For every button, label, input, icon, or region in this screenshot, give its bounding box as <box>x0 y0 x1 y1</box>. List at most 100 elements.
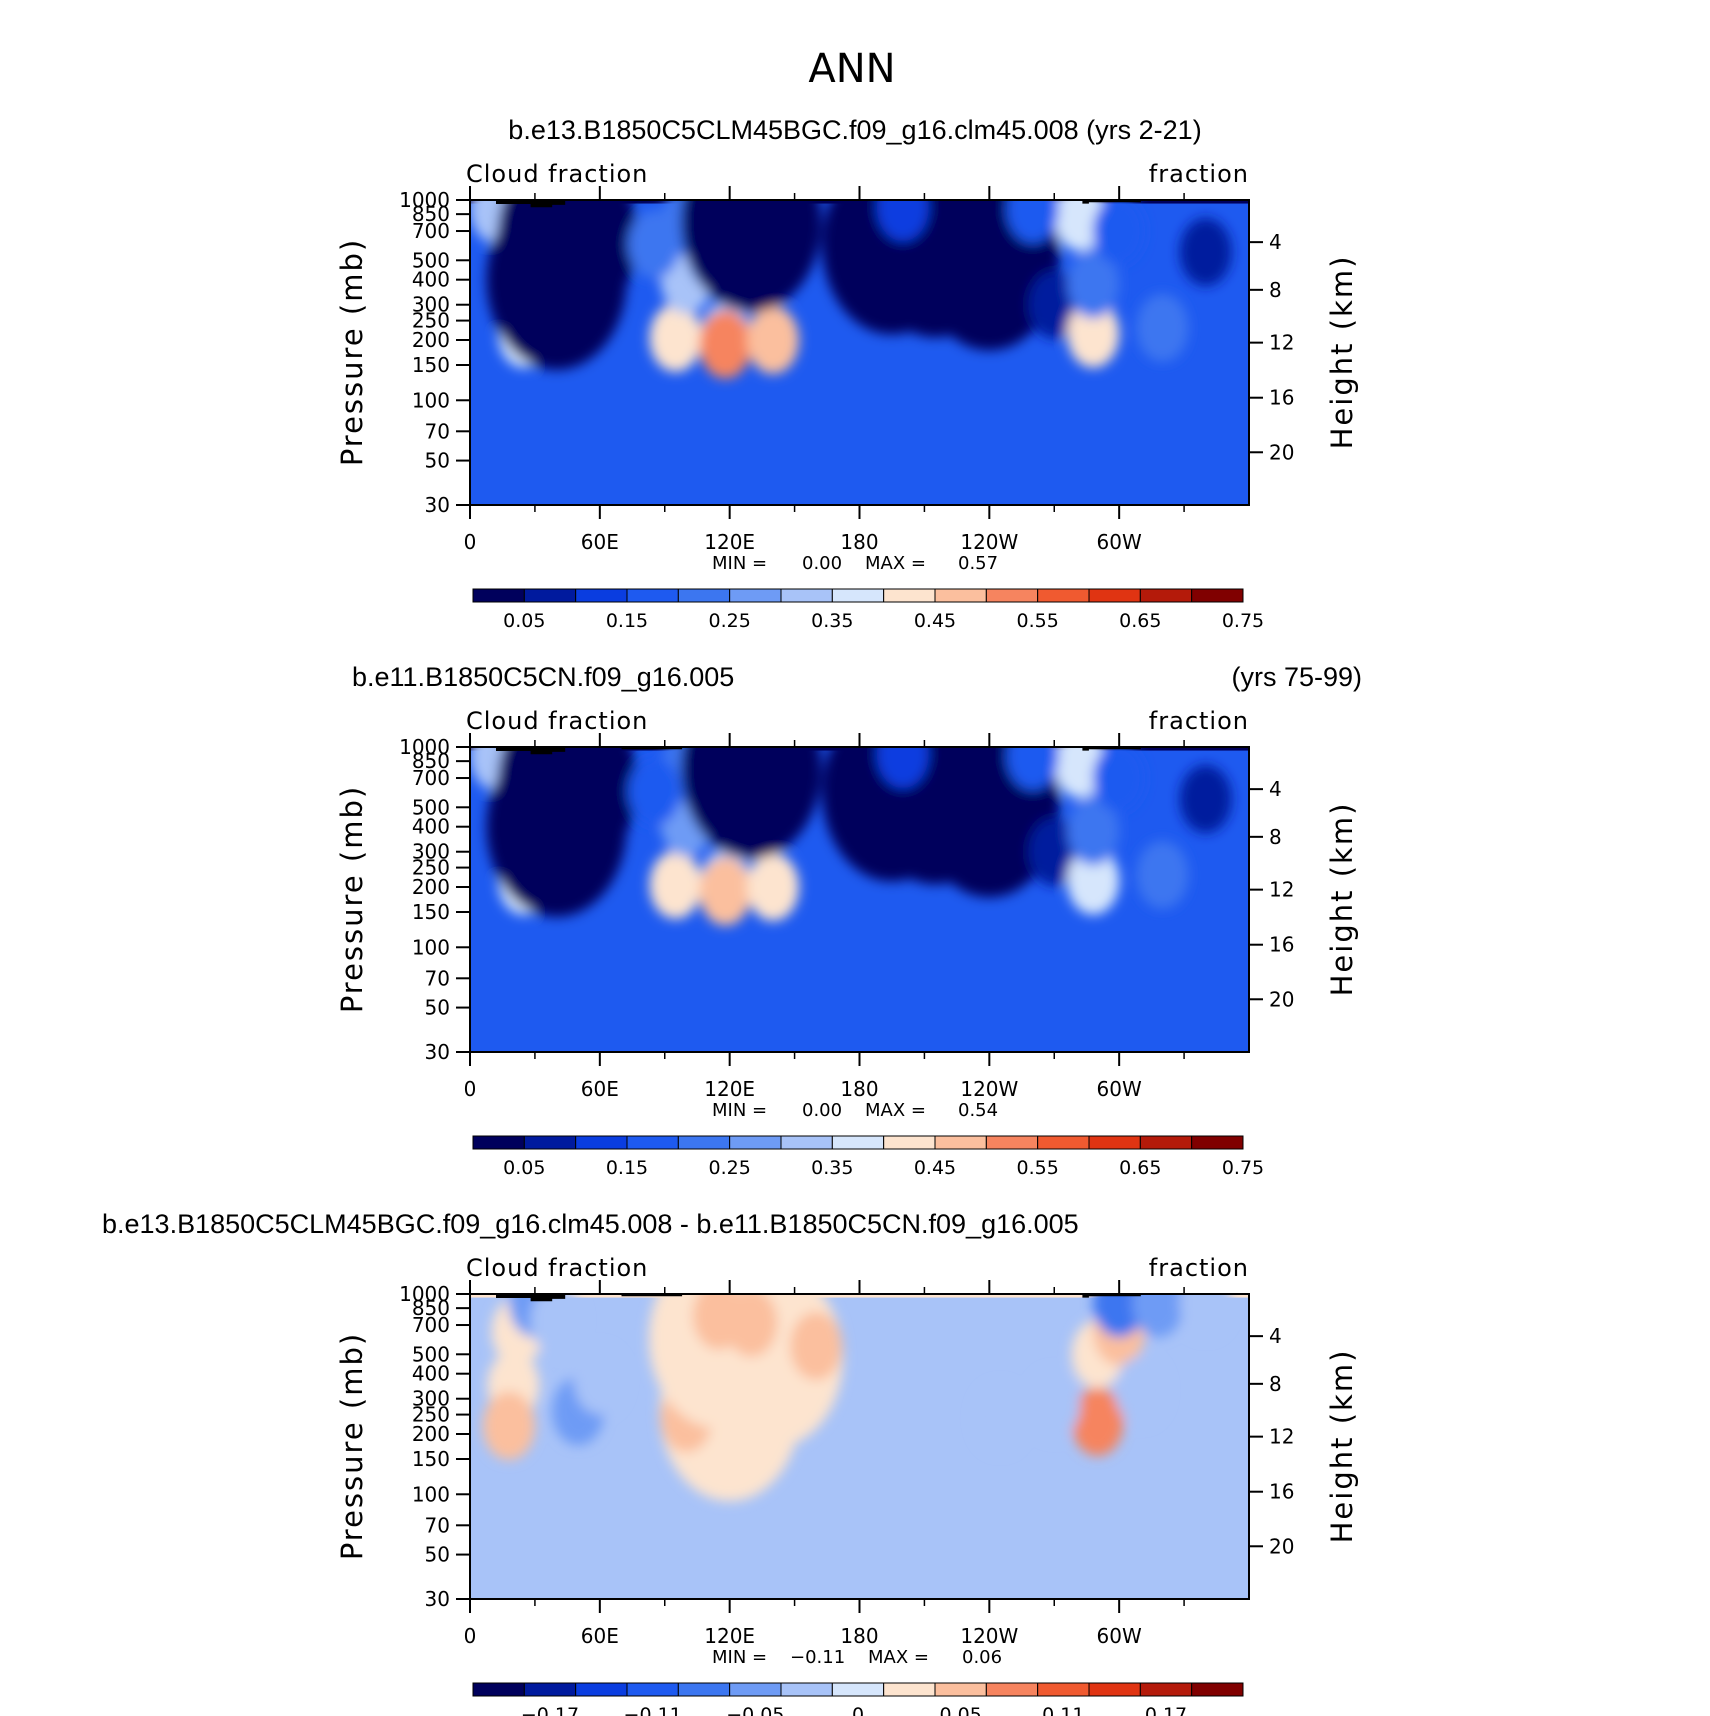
y2-tick-label: 20 <box>1269 1534 1294 1558</box>
colorbar-box <box>1088 1682 1141 1697</box>
colorbar-box <box>729 1682 782 1697</box>
panel-title-left: b.e13.B1850C5CLM45BGC.f09_g16.clm45.008 … <box>102 1209 1079 1239</box>
x-tick-label: 60W <box>1097 530 1142 554</box>
y-axis-right: 20 16 12 8 4 <box>1249 777 1294 1011</box>
y2-tick-label: 12 <box>1269 878 1294 902</box>
colorbar-box <box>523 1682 577 1697</box>
colorbar-box <box>780 1682 833 1697</box>
field-contour <box>627 757 680 826</box>
colorbar-label: 0 <box>852 1704 864 1716</box>
field-contour <box>1071 1387 1124 1456</box>
y2-tick-label: 12 <box>1269 1425 1294 1449</box>
field-contour <box>573 1346 626 1415</box>
field-contour <box>1006 747 1059 791</box>
colorbar-label: 0.45 <box>914 610 956 632</box>
y-tick-label: 250 <box>412 309 450 333</box>
colorbar-box <box>883 588 936 603</box>
y2-tick-label: 16 <box>1269 1480 1294 1504</box>
colorbar-label: 0.05 <box>503 1157 545 1179</box>
colorbar-box <box>780 1135 833 1150</box>
x-tick-label: 180 <box>840 1077 878 1101</box>
colorbar-box <box>1191 588 1244 603</box>
field-contour <box>1028 817 1081 886</box>
panel-1: b.e13.B1850C5CLM45BGC.f09_g16.clm45.008 … <box>335 115 1359 632</box>
colorbar-box <box>472 588 525 603</box>
y2-axis-label: Height (km) <box>1325 802 1359 997</box>
y-tick-label: 300 <box>412 1387 450 1411</box>
colorbar-box <box>985 1135 1039 1150</box>
y-tick-label: 400 <box>412 815 450 839</box>
field-contour <box>790 1311 843 1380</box>
field-contour <box>627 210 680 279</box>
colorbar-box <box>677 588 731 603</box>
colorbar-box <box>729 588 782 603</box>
colorbar-box <box>831 588 885 603</box>
colorbar-box <box>1139 1682 1193 1697</box>
y-tick-label: 200 <box>412 875 450 899</box>
colorbar-box <box>1088 588 1141 603</box>
colorbar-label: 0.17 <box>1145 1704 1187 1716</box>
y2-tick-label: 4 <box>1269 777 1282 801</box>
colorbar-label: −0.05 <box>726 1704 784 1716</box>
y-tick-label: 400 <box>412 1362 450 1386</box>
y-tick-label: 1000 <box>399 735 450 759</box>
field-contour <box>497 747 638 875</box>
y-tick-label: 500 <box>412 1342 450 1366</box>
max-label: MAX = <box>865 1100 926 1121</box>
colorbar-label: 0.55 <box>1017 1157 1059 1179</box>
field-contour <box>1067 250 1120 319</box>
colorbar-box <box>1088 1135 1141 1150</box>
field-contour <box>1114 1356 1167 1425</box>
max-label: MAX = <box>868 1647 929 1668</box>
y-tick-label: 70 <box>425 1513 450 1537</box>
max-value: 0.06 <box>962 1647 1002 1668</box>
panel-title-right: (yrs 75-99) <box>1231 662 1362 692</box>
field-contour <box>1179 1294 1232 1338</box>
colorbar-box <box>1037 1682 1090 1697</box>
colorbar-box <box>472 1135 525 1150</box>
field-contour <box>530 1294 583 1355</box>
y-axis-label: Pressure (mb) <box>335 238 369 466</box>
field-contour <box>1028 270 1081 339</box>
min-label: MIN = <box>712 1647 767 1668</box>
y-tick-label: 100 <box>412 388 450 412</box>
colorbar-box <box>575 588 628 603</box>
field-contour <box>1067 797 1120 866</box>
colorbar-box <box>1139 1135 1193 1150</box>
y-tick-label: 50 <box>425 1543 450 1567</box>
y-tick-label: 700 <box>412 219 450 243</box>
colorbar-label: 0.05 <box>503 610 545 632</box>
y2-tick-label: 4 <box>1269 1324 1282 1348</box>
colorbar-label: 0.75 <box>1222 610 1264 632</box>
y2-tick-label: 8 <box>1269 825 1282 849</box>
max-label: MAX = <box>865 553 926 574</box>
field-contour <box>876 747 929 789</box>
y-axis-label: Pressure (mb) <box>335 1332 369 1560</box>
y-tick-label: 30 <box>425 1040 450 1064</box>
colorbar-box <box>523 1135 577 1150</box>
y-tick-label: 100 <box>412 1482 450 1506</box>
y-tick-label: 100 <box>412 935 450 959</box>
y-tick-label: 500 <box>412 795 450 819</box>
x-tick-label: 0 <box>464 1624 477 1648</box>
colorbar-label: 0.25 <box>709 1157 751 1179</box>
x-tick-label: 60W <box>1097 1077 1142 1101</box>
colorbar-box <box>626 1135 679 1150</box>
subtitle-left: Cloud fraction <box>466 160 648 188</box>
colorbar-label: 0.05 <box>940 1704 982 1716</box>
y-tick-label: 200 <box>412 328 450 352</box>
colorbar-box <box>831 1135 885 1150</box>
field-contour <box>1006 200 1059 244</box>
field-contour <box>497 200 638 328</box>
field-contour <box>699 857 752 926</box>
field-contour <box>1179 764 1232 833</box>
y2-tick-label: 12 <box>1269 331 1294 355</box>
y-axis-right: 20 16 12 8 4 <box>1249 230 1294 464</box>
field-contour <box>681 200 822 312</box>
x-tick-label: 120W <box>960 1624 1018 1648</box>
colorbar-label: 0.25 <box>709 610 751 632</box>
y-tick-label: 300 <box>412 840 450 864</box>
x-tick-label: 0 <box>464 1077 477 1101</box>
